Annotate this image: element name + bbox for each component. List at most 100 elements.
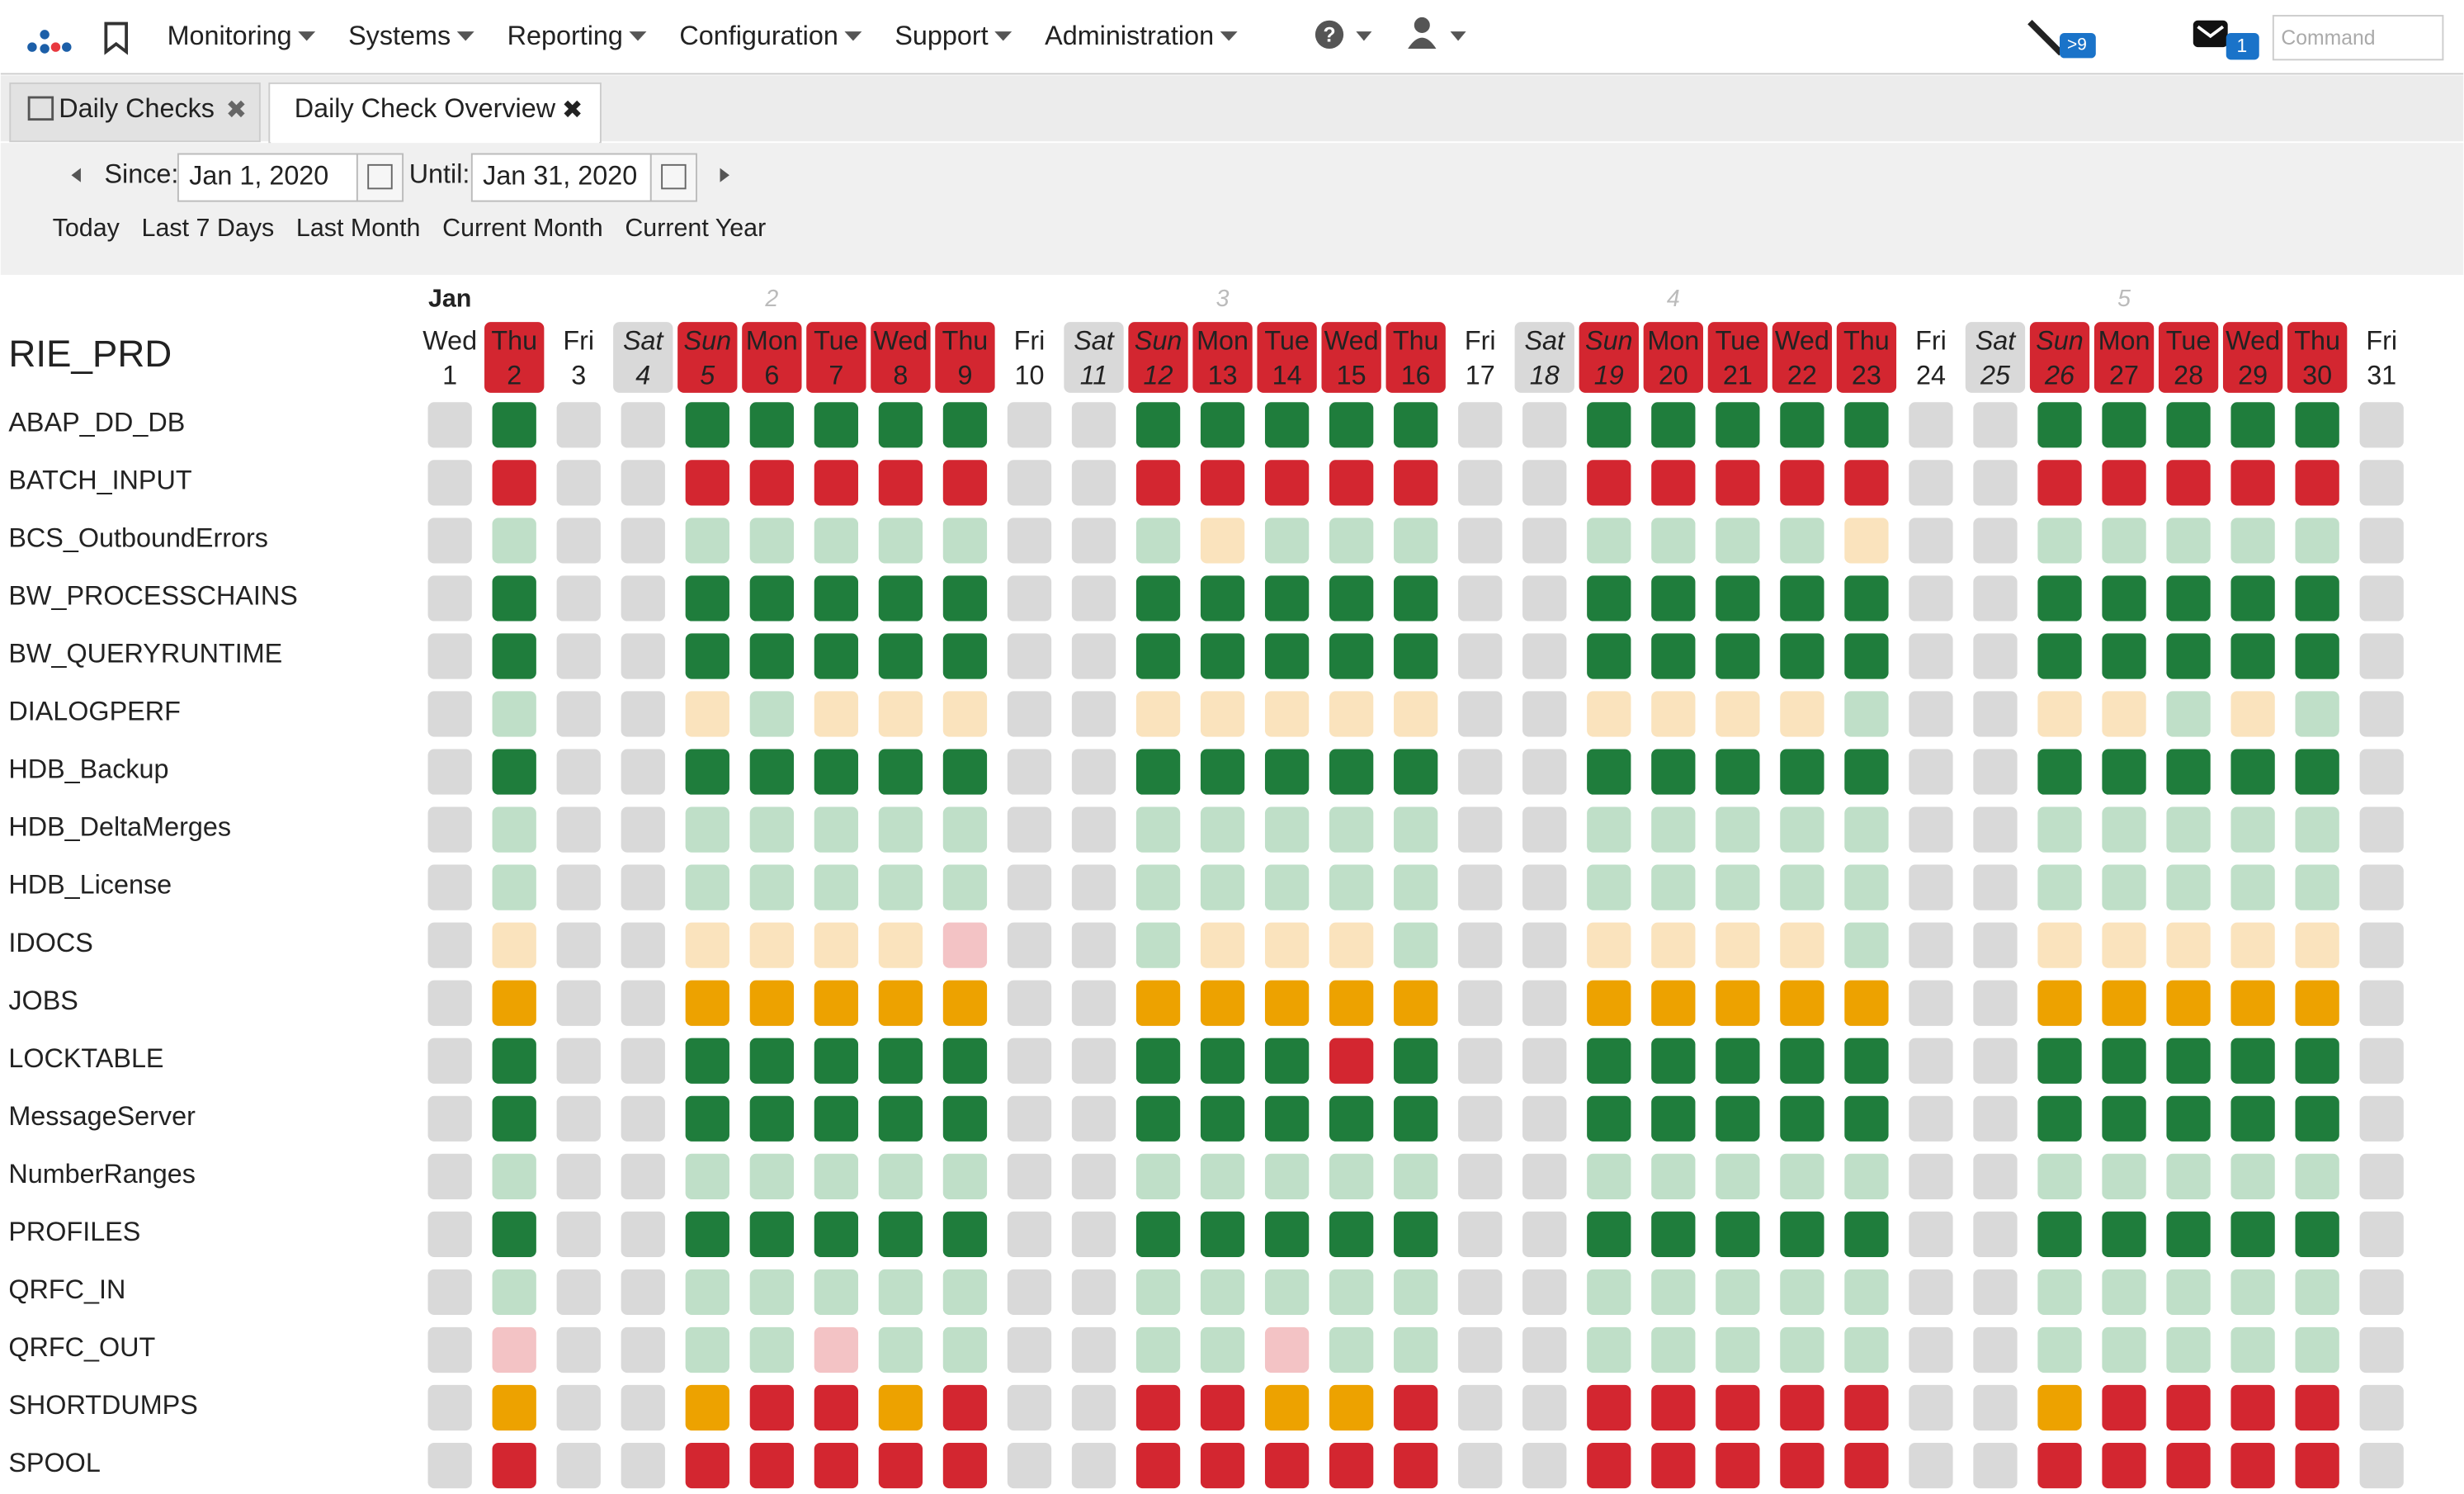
status-cell[interactable] [814,1095,859,1142]
status-cell[interactable] [492,518,536,564]
status-cell[interactable] [1587,1211,1631,1257]
status-cell[interactable] [2295,518,2339,564]
status-cell[interactable] [1200,1384,1245,1431]
status-cell[interactable] [427,691,472,737]
status-cell[interactable] [1909,633,1953,679]
status-cell[interactable] [2166,1442,2211,1489]
status-cell[interactable] [1909,691,1953,737]
status-cell[interactable] [1587,1384,1631,1431]
status-cell[interactable] [814,864,859,910]
status-cell[interactable] [1458,922,1503,968]
status-cell[interactable] [1394,402,1438,448]
status-cell[interactable] [2359,1153,2404,1199]
status-cell[interactable] [2359,1326,2404,1373]
status-cell[interactable] [1651,1384,1696,1431]
status-cell[interactable] [749,402,794,448]
status-cell[interactable] [1007,1211,1052,1257]
status-cell[interactable] [685,460,729,506]
status-cell[interactable] [749,1038,794,1084]
status-cell[interactable] [2102,460,2146,506]
status-cell[interactable] [1135,1211,1181,1257]
status-cell[interactable] [1007,1269,1052,1316]
status-cell[interactable] [621,1442,665,1489]
status-cell[interactable] [556,691,601,737]
tab-close[interactable]: ✖ [226,96,248,124]
status-cell[interactable] [1458,691,1503,737]
status-cell[interactable] [2102,1442,2146,1489]
status-cell[interactable] [492,1095,536,1142]
status-cell[interactable] [1329,1038,1374,1084]
status-cell[interactable] [2230,402,2275,448]
status-cell[interactable] [1264,1269,1310,1316]
quick-link[interactable]: Last 7 Days [142,214,275,242]
status-cell[interactable] [1264,1384,1310,1431]
status-cell[interactable] [1458,1384,1503,1431]
status-cell[interactable] [1587,1038,1631,1084]
menu-item[interactable]: Administration [1045,21,1214,50]
status-cell[interactable] [621,1153,665,1199]
status-cell[interactable] [1071,691,1116,737]
status-cell[interactable] [2037,1269,2082,1316]
status-cell[interactable] [556,1384,601,1431]
status-cell[interactable] [1844,1153,1889,1199]
status-cell[interactable] [749,633,794,679]
status-cell[interactable] [1071,1442,1116,1489]
status-cell[interactable] [1007,980,1052,1026]
help-menu[interactable]: ? [1315,20,1372,50]
status-cell[interactable] [1264,864,1310,910]
status-cell[interactable] [1458,980,1503,1026]
status-cell[interactable] [1007,1442,1052,1489]
status-cell[interactable] [1394,1442,1438,1489]
status-cell[interactable] [1071,402,1116,448]
status-cell[interactable] [1394,1095,1438,1142]
status-cell[interactable] [1973,1442,2018,1489]
status-cell[interactable] [2295,749,2339,795]
status-cell[interactable] [1135,806,1181,853]
status-cell[interactable] [942,864,988,910]
status-cell[interactable] [621,691,665,737]
status-cell[interactable] [685,922,729,968]
quick-link[interactable]: Current Year [625,214,766,242]
status-cell[interactable] [1200,1038,1245,1084]
status-cell[interactable] [1587,633,1631,679]
status-cell[interactable] [2166,1153,2211,1199]
status-cell[interactable] [878,1442,923,1489]
status-cell[interactable] [1394,518,1438,564]
logo[interactable] [27,30,72,54]
status-cell[interactable] [749,691,794,737]
status-cell[interactable] [749,575,794,622]
status-cell[interactable] [2359,922,2404,968]
status-cell[interactable] [2295,633,2339,679]
status-cell[interactable] [2037,922,2082,968]
status-cell[interactable] [2359,518,2404,564]
quick-link[interactable]: Today [53,214,120,242]
status-cell[interactable] [1007,1326,1052,1373]
status-cell[interactable] [1716,1269,1760,1316]
status-cell[interactable] [492,1326,536,1373]
status-cell[interactable] [1587,691,1631,737]
status-cell[interactable] [621,922,665,968]
status-cell[interactable] [2037,691,2082,737]
status-cell[interactable] [1071,1211,1116,1257]
status-cell[interactable] [2102,518,2146,564]
status-cell[interactable] [1458,1038,1503,1084]
status-cell[interactable] [1071,575,1116,622]
status-cell[interactable] [2166,518,2211,564]
status-cell[interactable] [1522,691,1567,737]
status-cell[interactable] [1007,691,1052,737]
menu-item[interactable]: Reporting [507,21,623,50]
status-cell[interactable] [1135,1326,1181,1373]
status-cell[interactable] [1200,749,1245,795]
status-cell[interactable] [1135,1153,1181,1199]
status-cell[interactable] [1458,1153,1503,1199]
status-cell[interactable] [1909,518,1953,564]
status-cell[interactable] [621,1211,665,1257]
status-cell[interactable] [1329,518,1374,564]
status-cell[interactable] [1200,1153,1245,1199]
status-cell[interactable] [1135,749,1181,795]
status-cell[interactable] [556,922,601,968]
status-cell[interactable] [814,1442,859,1489]
status-cell[interactable] [942,1442,988,1489]
status-cell[interactable] [2102,922,2146,968]
status-cell[interactable] [2295,922,2339,968]
